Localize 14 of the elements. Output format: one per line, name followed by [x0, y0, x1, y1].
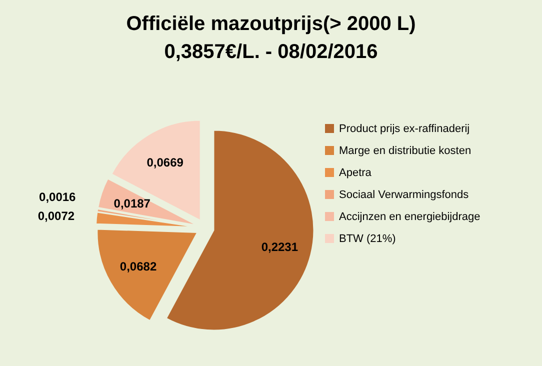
data-label: 0,2231 [261, 240, 298, 254]
chart-subtitle: 0,3857€/L. - 08/02/2016 [164, 41, 378, 63]
data-label: 0,0072 [38, 209, 75, 224]
data-label: 0,0016 [39, 190, 76, 204]
chart-title: Officiële mazoutprijs(> 2000 L) [126, 13, 416, 35]
legend-label: Accijnzen en energiebijdrage [339, 210, 480, 223]
legend-label: Sociaal Verwarmingsfonds [339, 188, 470, 201]
legend-label: BTW (21%) [339, 232, 396, 245]
legend-label: Product prijs ex-raffinaderij [339, 122, 470, 135]
legend-label: Marge en distributie kosten [339, 144, 472, 157]
data-label: 0,0682 [120, 260, 157, 274]
legend-label: Apetra [339, 166, 372, 179]
data-label: 0,0187 [114, 196, 151, 210]
data-label: 0,0669 [146, 155, 184, 170]
